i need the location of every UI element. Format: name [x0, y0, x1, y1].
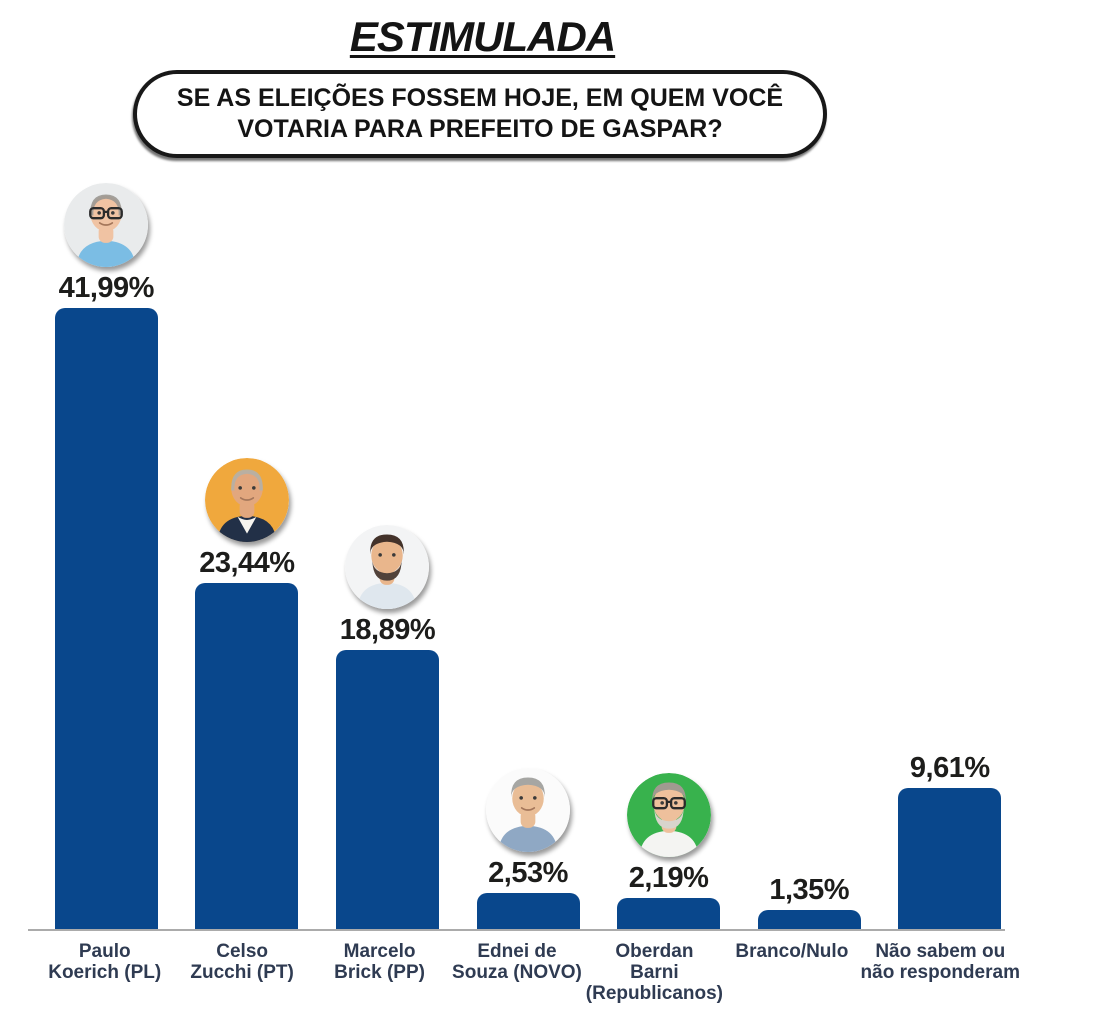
bar-category-label: Não sabem ou não responderam: [861, 941, 1020, 983]
candidate-avatar: [204, 458, 289, 542]
bar-value-label: 2,53%: [488, 857, 568, 889]
bar-category-label: Marcelo Brick (PP): [311, 941, 448, 983]
question-line-2: VOTARIA PARA PREFEITO DE GASPAR?: [237, 115, 723, 143]
bar-category-label-text: Ednei de Souza (NOVO): [452, 941, 582, 983]
x-axis-line: [28, 929, 1005, 931]
chart-plot-area: 41,99% 23,44% 18,89% 2,53% 2,19% 1,35% 9,61%: [36, 180, 1020, 930]
bar: [757, 910, 861, 930]
page-title: ESTIMULADA: [349, 13, 616, 60]
bar-value-label: 23,44%: [199, 547, 295, 579]
bar-column: 41,99%: [36, 180, 177, 930]
bar-category-label: Celso Zucchi (PT): [173, 941, 310, 983]
candidate-avatar: [626, 773, 711, 857]
bar-category-label-text: Marcelo Brick (PP): [334, 941, 425, 983]
bar-category-label-text: Branco/Nulo: [735, 941, 849, 962]
x-axis-labels: Paulo Koerich (PL) Celso Zucchi (PT) Marcelo…: [36, 941, 1020, 1004]
bar: [54, 308, 158, 930]
bar-category-label-text: Celso Zucchi (PT): [190, 941, 294, 983]
question-box: SE AS ELEIÇÕES FOSSEM HOJE, EM QUEM VOCÊ…: [133, 70, 827, 158]
bar-column: 18,89%: [317, 180, 458, 930]
bar-category-label: Oberdan Barni (Republicanos): [586, 941, 723, 1004]
bar-value-label: 1,35%: [769, 874, 850, 906]
bar-category-label-text: Não sabem ou não responderam: [860, 941, 1020, 983]
bar-value-label: 41,99%: [58, 272, 155, 304]
candidate-avatar: [345, 525, 430, 609]
bar-value-label: 9,61%: [909, 752, 990, 784]
candidate-avatar: [64, 183, 149, 267]
bar: [195, 583, 299, 930]
bar-column: 9,61%: [879, 180, 1020, 930]
bar-column: 23,44%: [177, 180, 318, 930]
candidate-avatar: [486, 768, 571, 852]
bar-category-label: Ednei de Souza (NOVO): [448, 941, 585, 983]
bar-value-label: 2,19%: [628, 862, 709, 894]
bar-category-label-text: Oberdan Barni (Republicanos): [585, 941, 724, 1004]
bar: [898, 788, 1002, 930]
bar-column: 2,19%: [598, 180, 739, 930]
question-line-1: SE AS ELEIÇÕES FOSSEM HOJE, EM QUEM VOCÊ: [176, 84, 784, 112]
bar-category-label: Branco/Nulo: [723, 941, 860, 962]
bar: [335, 650, 439, 930]
bar-value-label: 18,89%: [339, 614, 436, 646]
question-text: SE AS ELEIÇÕES FOSSEM HOJE, EM QUEM VOCÊ…: [177, 83, 783, 145]
bar: [476, 893, 580, 930]
bar-category-label: Paulo Koerich (PL): [36, 941, 173, 983]
bar-category-label-text: Paulo Koerich (PL): [48, 941, 162, 983]
bar-column: 2,53%: [458, 180, 599, 930]
bar-column: 1,35%: [739, 180, 880, 930]
bar: [617, 898, 721, 930]
